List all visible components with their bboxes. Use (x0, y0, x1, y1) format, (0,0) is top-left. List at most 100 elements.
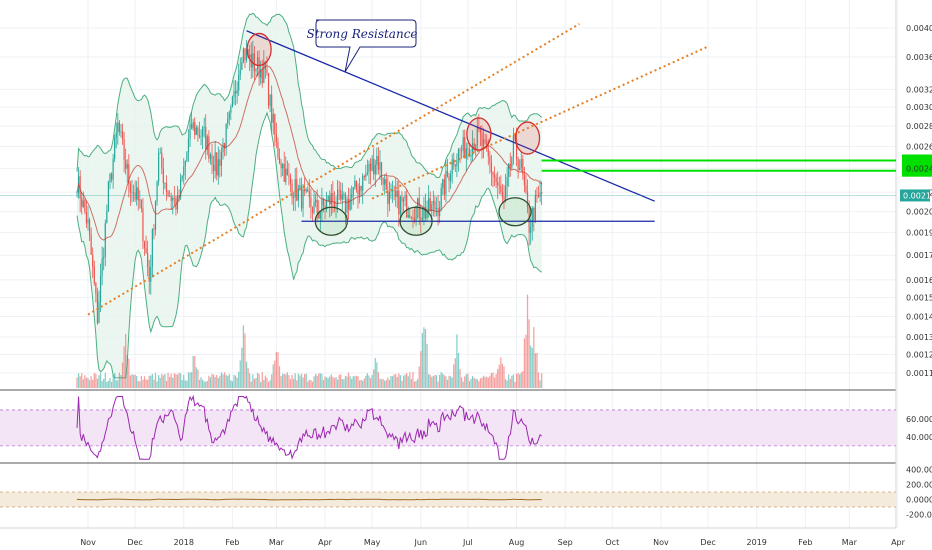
candle-body (128, 164, 130, 185)
candle-body (195, 127, 197, 135)
candle-body (208, 136, 210, 159)
volume-bar (409, 372, 411, 388)
candle-body (423, 206, 425, 219)
candle-body (459, 149, 461, 151)
time-tick-label: Jul (462, 538, 473, 547)
volume-bar (200, 377, 202, 388)
volume-bar (217, 378, 219, 388)
time-tick-label: Apr (891, 538, 906, 547)
candle-body (329, 196, 331, 205)
volume-bar (162, 375, 164, 388)
volume-bar (423, 327, 425, 388)
candle-body (110, 173, 113, 180)
price-tick-label: 0.001400 (906, 313, 932, 322)
candle-body (286, 168, 288, 176)
volume-bar (286, 372, 288, 388)
candle-body (365, 173, 367, 178)
candle-body (156, 181, 158, 202)
volume-bar (445, 376, 447, 388)
candle-body (437, 207, 439, 217)
volume-bar (537, 372, 540, 388)
candle-body (338, 189, 340, 191)
candle-body (498, 185, 500, 186)
volume-bar (131, 374, 133, 388)
candle-body (384, 179, 386, 185)
time-tick-label: Mar (842, 538, 858, 547)
candle-body (272, 113, 274, 123)
volume-bar (150, 375, 152, 388)
candle-body (269, 94, 271, 106)
volume-bar (476, 379, 478, 388)
candle-body (475, 145, 477, 151)
volume-bar (410, 379, 412, 388)
volume-bar (327, 378, 329, 388)
volume-bar (526, 294, 529, 388)
volume-bar (446, 379, 449, 388)
candle-body (222, 142, 224, 153)
volume-bar (333, 378, 336, 388)
time-tick-label: May (364, 538, 381, 547)
volume-bar (500, 357, 502, 388)
volume-bar (296, 380, 298, 388)
volume-bar (454, 358, 456, 388)
candle-body (326, 200, 328, 209)
target-badge (902, 154, 932, 167)
volume-bar (344, 375, 347, 388)
volume-bar (261, 372, 263, 388)
volume-bar (96, 378, 99, 388)
candle-body (489, 156, 491, 163)
volume-bar (107, 380, 110, 388)
time-tick-label: Aug (509, 538, 525, 547)
candle-body (354, 180, 356, 188)
current-price-label: 0.002175 (903, 191, 932, 200)
volume-bar (206, 381, 208, 388)
candle-body (266, 69, 268, 73)
candle-body (341, 194, 343, 200)
candle-body (121, 131, 124, 140)
candle-body (539, 192, 541, 197)
candle-body (352, 187, 354, 195)
volume-bars (76, 294, 543, 388)
candle-body (534, 195, 536, 221)
candle-body (167, 191, 169, 196)
volume-bar (189, 372, 191, 388)
volume-bar (435, 375, 438, 388)
candle-body (434, 200, 436, 210)
volume-bar (159, 377, 161, 388)
candle-body (503, 197, 505, 200)
candle-body (385, 179, 387, 191)
candle-body (165, 182, 168, 192)
candle-body (134, 192, 136, 200)
volume-bar (147, 379, 149, 388)
volume-bar (354, 376, 356, 388)
candle-body (217, 159, 219, 176)
candle-body (493, 175, 496, 178)
volume-bar (382, 378, 384, 388)
candle-body (225, 123, 227, 149)
candle-body (183, 166, 185, 176)
volume-bar (316, 375, 318, 388)
volume-bar (161, 374, 163, 388)
volume-bar (373, 369, 375, 388)
time-tick-label: Nov (80, 538, 96, 547)
volume-bar (366, 373, 369, 388)
volume-bar (404, 374, 406, 388)
candle-body (322, 199, 325, 206)
volume-bar (443, 375, 445, 388)
candle-body (98, 301, 100, 323)
candle-body (476, 127, 478, 146)
candle-body (305, 189, 307, 192)
candle-body (446, 170, 449, 177)
candle-body (302, 189, 304, 209)
cci-panel (0, 491, 896, 508)
volume-bar (258, 374, 260, 388)
price-tick-label: 0.002050 (906, 208, 932, 217)
candle-body (140, 199, 142, 209)
volume-bar (234, 375, 237, 388)
candle-body (332, 193, 334, 202)
volume-bar (269, 380, 271, 388)
candle-body (373, 158, 375, 175)
candle-body (304, 189, 306, 192)
candle-body (255, 68, 257, 72)
volume-bar (103, 378, 105, 388)
